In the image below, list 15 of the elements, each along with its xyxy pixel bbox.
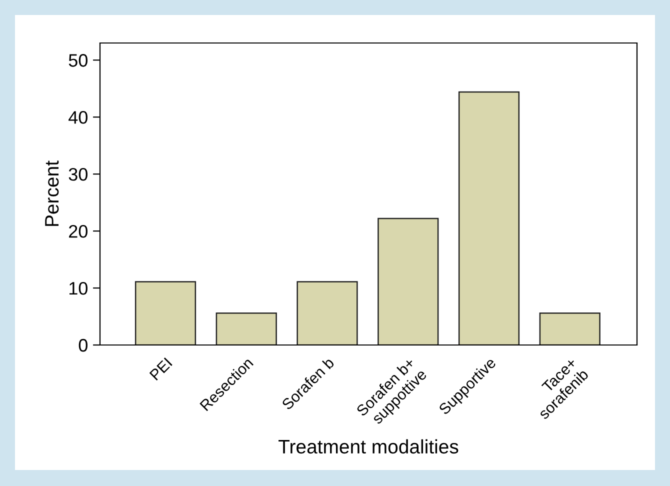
y-tick-label: 0 (78, 338, 88, 352)
x-tick-label: PEI (149, 358, 172, 380)
bar (134, 281, 196, 345)
y-tick-label: 30 (68, 168, 88, 181)
bar (539, 312, 600, 345)
y-tick-label: 10 (69, 282, 88, 295)
y-tick-label: 40 (68, 111, 88, 124)
bar (378, 218, 439, 345)
y-tick-label: 20 (69, 224, 88, 238)
y-axis-title: Percent (45, 160, 59, 226)
bar (458, 91, 520, 345)
x-axis-title: Treatment modalities (278, 439, 458, 454)
bar (216, 312, 277, 345)
y-tick-label: 50 (68, 54, 88, 67)
bar (296, 281, 358, 345)
